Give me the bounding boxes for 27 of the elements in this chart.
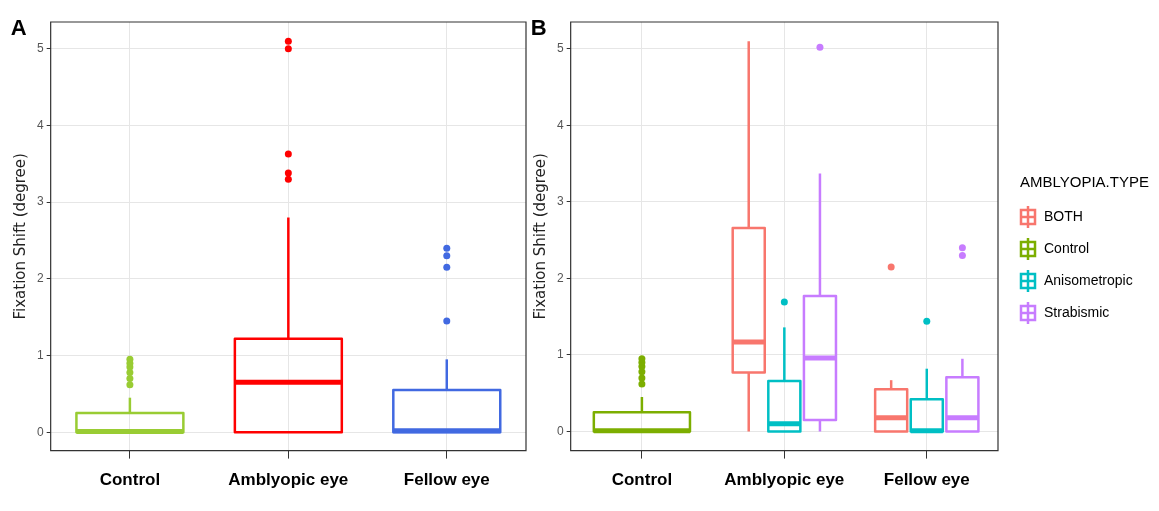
legend-label: Strabismic <box>1044 303 1110 320</box>
x-tick-label: Amblyopic eye <box>724 470 845 490</box>
y-tick-label: 2 <box>36 271 44 286</box>
y-tick-label: 1 <box>556 347 564 362</box>
y-tick-label: 5 <box>556 41 564 56</box>
y-axis-title: Fixation Shift (degree) <box>530 153 549 320</box>
y-tick-label: 3 <box>36 194 44 209</box>
y-tick-label: 3 <box>556 194 564 209</box>
x-tick-label: Control <box>99 470 161 490</box>
y-tick-label: 5 <box>36 41 44 56</box>
legend-label: BOTH <box>1044 207 1083 224</box>
legend-label: Anisometropic <box>1044 271 1133 288</box>
y-tick-label: 2 <box>556 270 564 285</box>
y-tick-label: 4 <box>556 117 564 132</box>
y-tick-label: 4 <box>36 117 44 132</box>
chart-title: A <box>10 15 27 41</box>
y-axis-title: Fixation Shift (degree) <box>10 153 29 320</box>
x-tick-label: Amblyopic eye <box>228 470 349 490</box>
y-tick-label: 1 <box>36 347 44 362</box>
legend-title: AMBLYOPIA.TYPE <box>1020 173 1149 191</box>
x-tick-label: Fellow eye <box>403 470 490 490</box>
x-tick-label: Fellow eye <box>883 470 970 490</box>
chart-title: B <box>530 15 547 41</box>
legend-label: Control <box>1044 239 1090 256</box>
y-tick-label: 0 <box>556 423 564 438</box>
y-tick-label: 0 <box>36 424 44 439</box>
x-tick-label: Control <box>611 470 673 490</box>
